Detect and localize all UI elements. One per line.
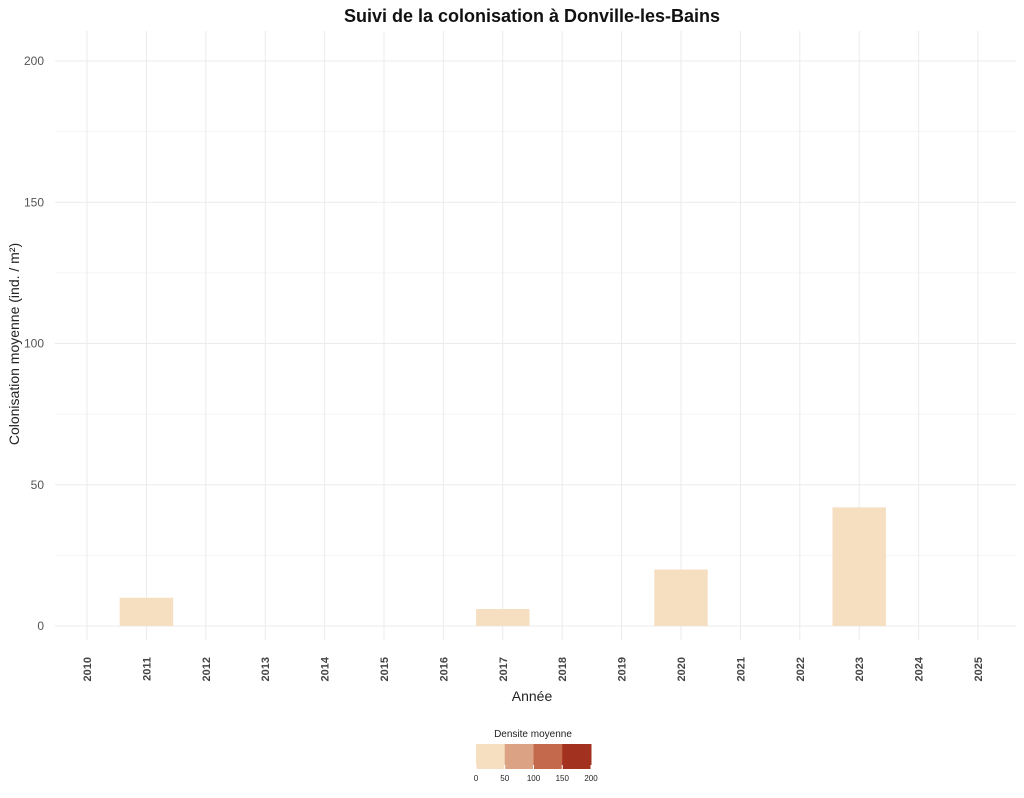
x-tick-label: 2014	[320, 656, 332, 681]
x-tick-label: 2023	[854, 657, 866, 681]
legend-tick-label: 150	[556, 774, 570, 783]
x-tick-label: 2015	[379, 657, 391, 681]
x-tick-label: 2011	[141, 657, 153, 681]
x-tick-label: 2016	[438, 657, 450, 681]
legend-tick-label: 200	[584, 774, 598, 783]
bar-2020	[654, 569, 708, 626]
x-tick-labels: 2010 2011 2012 2013 2014 2015 2016 2017 2018 2019…	[82, 656, 985, 681]
x-tick-label: 2013	[260, 657, 272, 681]
x-tick-label: 2021	[735, 657, 747, 681]
x-tick-label: 2025	[973, 657, 985, 681]
legend-color-segment	[476, 744, 506, 769]
y-tick-label: 100	[24, 337, 44, 351]
x-tick-label: 2017	[498, 657, 510, 681]
x-tick-label: 2010	[82, 657, 94, 681]
legend-color-segment	[562, 744, 592, 769]
legend-color-segment	[504, 744, 534, 769]
y-tick-label: 0	[37, 619, 44, 633]
y-tick-labels: 0 50 100 150 200	[24, 54, 44, 633]
legend-tick-label: 0	[474, 774, 479, 783]
x-tick-label: 2012	[201, 657, 213, 681]
x-axis-label: Année	[512, 688, 553, 704]
y-tick-label: 200	[24, 54, 44, 68]
x-tick-label: 2020	[676, 657, 688, 681]
legend-tick-label: 50	[500, 774, 509, 783]
x-tick-label: 2022	[795, 657, 807, 681]
bar-2023	[832, 507, 886, 626]
chart-title: Suivi de la colonisation à Donville-les-…	[343, 6, 721, 26]
y-axis-label: Colonisation moyenne (ind. / m²)	[6, 243, 22, 445]
x-tick-label: 2018	[557, 657, 569, 681]
legend-title: Densite moyenne	[494, 729, 572, 740]
legend: Densite moyenne 0 50 100 150 200	[474, 729, 598, 783]
x-tick-label: 2024	[914, 656, 926, 681]
bars	[119, 507, 886, 626]
y-tick-label: 150	[24, 195, 44, 209]
legend-color-segment	[533, 744, 563, 769]
legend-tick-label: 100	[527, 774, 541, 783]
bar-2011	[119, 597, 174, 626]
bar-2017	[476, 609, 530, 626]
x-tick-label: 2019	[617, 657, 629, 681]
y-tick-label: 50	[31, 478, 45, 492]
